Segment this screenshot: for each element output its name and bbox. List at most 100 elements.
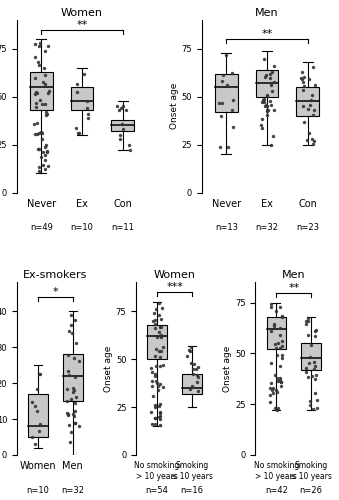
Bar	[112, 120, 134, 131]
Point	[301, 102, 306, 110]
Point	[158, 332, 163, 340]
Point	[36, 426, 41, 434]
Point	[302, 73, 307, 81]
Point	[280, 354, 285, 362]
Point	[46, 88, 51, 96]
Point	[153, 320, 158, 328]
Point	[34, 88, 40, 96]
Point	[307, 397, 313, 405]
Point	[45, 89, 51, 97]
Point	[118, 135, 123, 143]
Point	[305, 317, 311, 325]
Point	[188, 358, 194, 366]
Point	[152, 420, 158, 428]
Point	[39, 128, 44, 136]
Text: **: **	[261, 29, 273, 39]
Point	[272, 340, 278, 348]
Point	[273, 386, 279, 394]
Point	[72, 418, 78, 426]
Point	[73, 392, 78, 400]
Point	[45, 42, 51, 50]
Point	[225, 143, 231, 151]
Y-axis label: Onset age: Onset age	[104, 346, 113, 392]
Point	[311, 358, 317, 366]
Point	[272, 320, 277, 328]
Point	[195, 372, 201, 380]
Point	[148, 408, 154, 416]
Point	[118, 130, 123, 138]
Point	[278, 376, 283, 384]
Point	[185, 352, 190, 360]
Point	[307, 102, 313, 110]
Point	[32, 440, 38, 448]
Point	[37, 39, 42, 47]
Point	[306, 128, 312, 136]
Point	[273, 308, 279, 316]
Point	[189, 344, 194, 351]
Point	[156, 348, 161, 356]
Point	[274, 350, 280, 358]
Point	[230, 106, 235, 114]
Point	[195, 371, 200, 379]
Point	[44, 146, 49, 154]
Point	[40, 148, 45, 156]
Point	[305, 332, 311, 340]
Point	[160, 344, 165, 351]
Point	[312, 362, 317, 370]
Point	[264, 101, 269, 109]
Point	[269, 81, 274, 89]
Point	[219, 76, 225, 84]
Point	[36, 128, 41, 136]
Point	[159, 304, 164, 312]
Text: n=42: n=42	[265, 486, 288, 494]
Point	[43, 141, 49, 149]
Bar	[301, 344, 321, 369]
Point	[191, 360, 197, 368]
Title: Men: Men	[282, 270, 305, 280]
Point	[34, 119, 39, 127]
Point	[157, 420, 163, 428]
Point	[33, 130, 38, 138]
Point	[268, 327, 274, 335]
Point	[274, 374, 280, 382]
Point	[258, 122, 263, 130]
Point	[303, 364, 308, 372]
Point	[32, 120, 37, 128]
Point	[70, 388, 75, 396]
Point	[119, 120, 124, 128]
Point	[45, 162, 50, 170]
Point	[156, 328, 161, 336]
Point	[72, 316, 78, 324]
Point	[275, 406, 280, 414]
Point	[42, 48, 48, 56]
Point	[305, 314, 311, 322]
Point	[37, 420, 42, 428]
Point	[43, 108, 49, 116]
Point	[34, 408, 40, 416]
Point	[311, 364, 317, 372]
Point	[267, 384, 273, 392]
Point	[43, 150, 48, 158]
Point	[261, 56, 267, 64]
Point	[274, 388, 280, 396]
Point	[279, 342, 284, 349]
Bar	[182, 374, 202, 394]
Title: Ex-smokers: Ex-smokers	[23, 270, 87, 280]
Point	[158, 412, 163, 420]
Point	[187, 386, 193, 394]
Point	[68, 395, 74, 403]
Point	[279, 312, 284, 320]
Point	[65, 410, 71, 418]
Point	[298, 74, 304, 82]
Point	[71, 354, 77, 362]
Point	[152, 352, 157, 360]
Point	[310, 111, 316, 119]
Point	[262, 102, 267, 110]
Point	[189, 382, 195, 390]
Point	[67, 371, 72, 379]
Text: *: *	[53, 287, 58, 297]
Point	[68, 428, 74, 436]
Point	[312, 332, 317, 340]
Point	[310, 63, 315, 71]
Point	[269, 359, 274, 367]
